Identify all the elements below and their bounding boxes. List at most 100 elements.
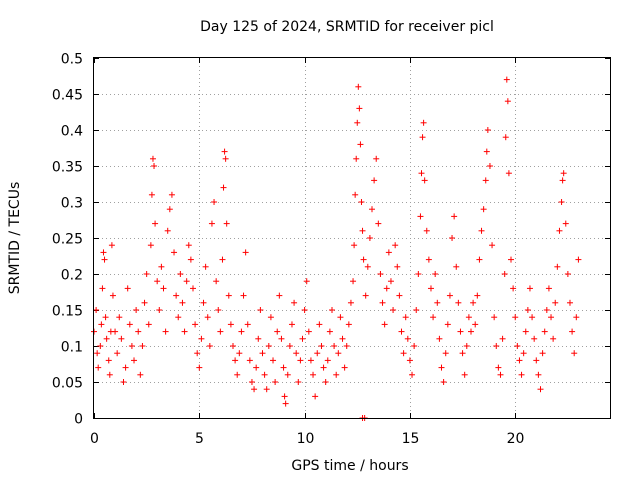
data-point [383,285,390,292]
data-point [562,220,569,227]
data-point [419,134,426,141]
data-point [347,299,354,306]
data-point [497,371,504,378]
data-point [215,307,222,313]
data-point [200,299,207,306]
data-point [148,191,155,198]
data-point [573,314,580,321]
data-point [101,256,108,263]
data-point [305,328,312,335]
data-point [219,256,226,263]
data-point [417,213,424,220]
data-point [537,386,544,393]
data-point [255,335,262,342]
data-point [571,350,578,357]
data-point [476,256,483,263]
data-point [486,163,493,169]
data-point [120,379,127,385]
data-point [183,278,190,285]
data-point [406,357,413,364]
data-point [394,263,401,270]
data-point [322,379,329,385]
data-point [516,357,523,364]
data-point [385,249,392,256]
data-point [196,364,203,371]
data-point [108,242,115,249]
data-point [230,343,237,349]
data-point [103,335,110,342]
y-tick-label: 0.25 [52,232,83,248]
data-point [221,148,228,155]
data-point [533,357,540,364]
data-point [474,292,481,299]
data-point [535,371,542,378]
data-point [102,314,109,321]
data-point [548,314,555,321]
data-point [177,271,184,277]
data-point [373,155,380,162]
data-point [440,379,447,385]
data-point [189,285,196,292]
data-point [181,328,188,335]
data-point [465,314,472,321]
data-point [244,321,251,328]
data-point [359,227,366,234]
data-point [432,271,439,277]
data-point [93,307,100,313]
data-point [318,343,325,349]
data-point [185,242,192,249]
data-point [491,314,498,321]
data-point [236,350,243,357]
data-point [116,314,123,321]
y-tick-label: 0.45 [52,88,83,104]
data-point [152,220,159,227]
data-point [560,170,567,177]
data-point [109,292,116,299]
data-point [295,379,302,385]
data-point [564,271,571,277]
data-point [270,357,277,364]
data-point [504,98,511,105]
data-point [543,307,550,313]
data-point [112,328,119,335]
gridlines [94,58,610,418]
data-point [326,328,333,335]
data-point [106,371,113,378]
data-point [495,364,502,371]
data-point [444,321,451,328]
data-point [242,249,249,256]
data-point [160,285,167,292]
data-point [371,177,378,184]
data-point [398,328,405,335]
data-point [297,357,304,364]
data-point [463,343,470,349]
data-point [518,371,525,378]
data-point [545,285,552,292]
data-point [316,321,323,328]
data-point [514,343,521,349]
data-point [508,256,515,263]
data-point [413,307,420,313]
data-point [529,314,536,321]
data-point [411,343,418,349]
data-point [105,357,112,364]
y-tick-label: 0.1 [61,340,83,356]
data-point [449,235,456,241]
data-point [451,213,458,220]
data-point [335,350,342,357]
data-point [156,307,163,313]
chart-title: Day 125 of 2024, SRMTID for receiver pic… [200,19,494,35]
data-point [461,371,468,378]
y-tick-label: 0.4 [61,124,83,140]
data-point [217,328,224,335]
data-point [95,364,102,371]
data-point [478,227,485,234]
data-point [310,371,317,378]
data-point [357,141,364,148]
data-point [126,321,133,328]
data-point [272,379,279,385]
y-axis-title: SRMTID / TECUs [7,182,23,295]
data-point [291,299,298,306]
data-point [430,314,437,321]
